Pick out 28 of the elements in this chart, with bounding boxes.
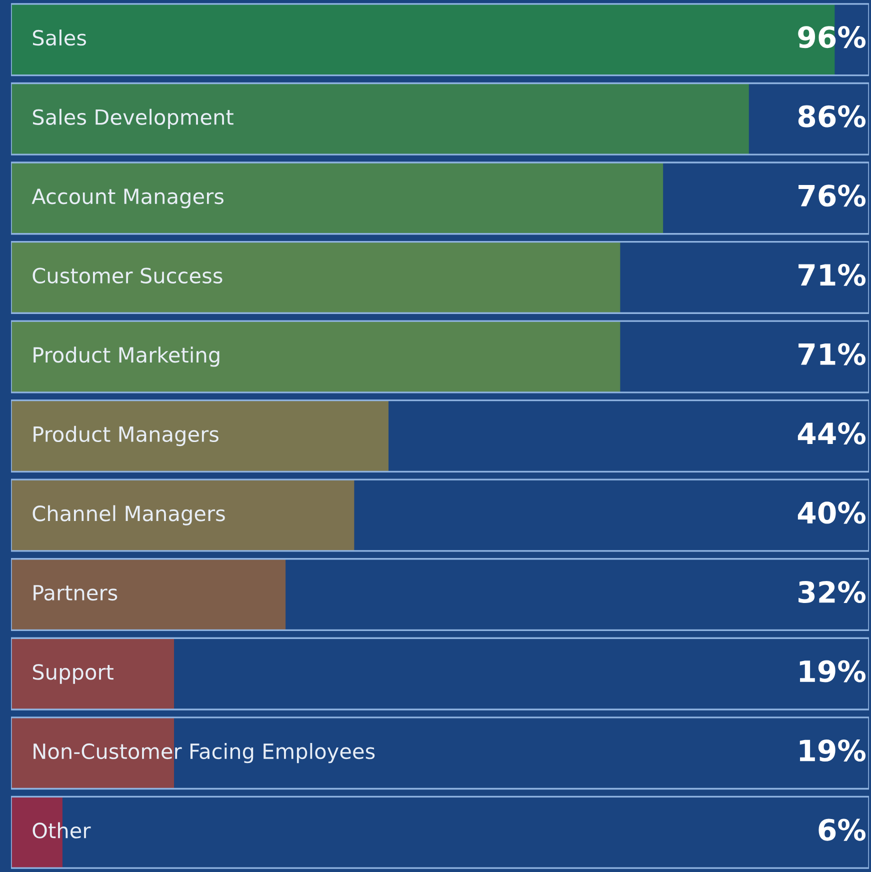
y-tick-label: Sales Development (32, 108, 234, 129)
data-label: 19% (800, 660, 866, 682)
y-tick-label: Partners (34, 585, 118, 601)
bar (11, 162, 664, 234)
y-tick-label: Customer Success (32, 268, 222, 284)
data-label: 71% (798, 343, 866, 366)
data-label: 71% (798, 264, 866, 286)
y-tick-label: Product Managers (34, 426, 218, 446)
bar (11, 480, 354, 551)
y-tick-label: Channel Managers (32, 505, 225, 526)
data-label: 76% (798, 184, 866, 207)
data-label: 40% (798, 502, 866, 524)
bar (11, 400, 389, 472)
bar (11, 558, 286, 630)
data-label: 86% (798, 105, 866, 128)
y-tick-label: Account Managers (32, 188, 224, 208)
data-label: 44% (798, 422, 866, 444)
y-tick-label: Product Marketing (34, 346, 220, 367)
bar (11, 242, 620, 314)
data-label: 96% (798, 26, 866, 48)
data-label: 32% (798, 580, 866, 604)
bar (11, 638, 174, 710)
data-label: 19% (800, 739, 866, 762)
y-tick-label: Sales (32, 30, 86, 46)
bar (11, 83, 749, 155)
bar (11, 321, 620, 392)
y-tick-label: Support (32, 664, 114, 684)
data-label: 6% (818, 818, 866, 841)
